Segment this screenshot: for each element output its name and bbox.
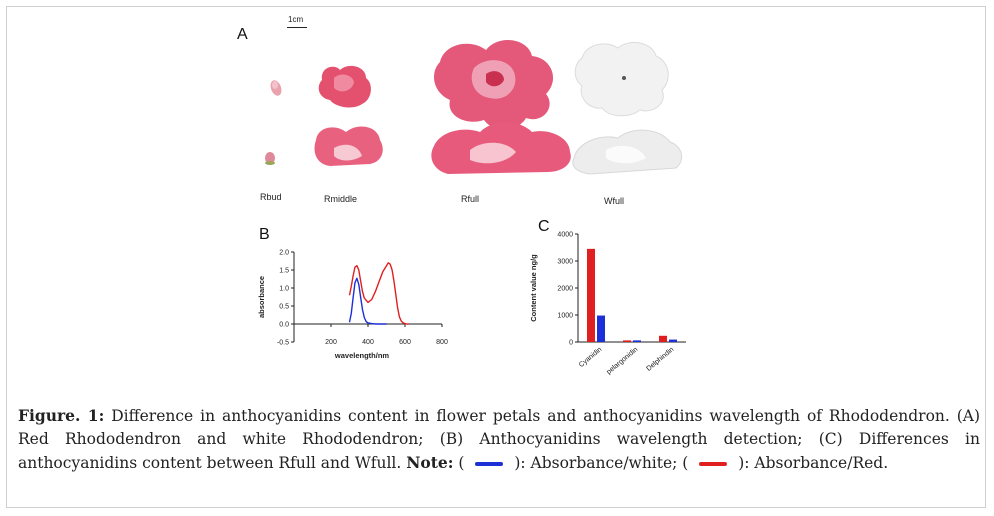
- y-tick-label: 2000: [557, 286, 573, 293]
- figure-caption: Figure. 1: Difference in anthocyanidins …: [18, 404, 980, 475]
- y-axis-label: Content value ng/g: [529, 254, 538, 322]
- y-tick-label: 1.5: [279, 268, 289, 275]
- x-tick-label: 600: [399, 339, 411, 346]
- x-axis-label: wavelength/nm: [334, 351, 390, 360]
- figure-frame: [6, 6, 986, 508]
- absorbance-line-chart: -0.5 0.0 0.5 1.0 1.5 2.0 200 400 600 800 wavelengt…: [257, 250, 448, 361]
- series-blue-line: [348, 277, 387, 325]
- y-tick-label: 0: [569, 340, 573, 347]
- panel-b-letter: B: [259, 226, 270, 243]
- bar-delphindin-red: [659, 335, 667, 342]
- content-bar-chart: 0 1000 2000 3000 4000 Content value ng/g Cyani…: [529, 232, 686, 376]
- y-tick-label: -0.5: [277, 340, 289, 347]
- bar-pelargonidin-blue: [633, 340, 641, 342]
- rfull-photo-side: [431, 122, 571, 174]
- rmiddle-photo-top: [318, 65, 371, 108]
- bar-cyanidin-red: [587, 248, 595, 342]
- legend-blue-line: [475, 462, 504, 466]
- caption-label: Figure. 1:: [18, 406, 105, 425]
- caption-legend-red: ): Absorbance/Red.: [733, 454, 889, 472]
- caption-legend-white: ): Absorbance/white; (: [509, 454, 694, 472]
- panel-a-letter: A: [237, 26, 248, 43]
- y-tick-label: 3000: [557, 259, 573, 266]
- series-red-line: [348, 262, 409, 325]
- label-rmiddle: Rmiddle: [324, 194, 358, 204]
- x-tick-label: 400: [362, 339, 374, 346]
- y-tick-label: 0.0: [279, 322, 289, 329]
- y-tick-label: 0.5: [279, 304, 289, 311]
- rbud-photo-side: [265, 152, 275, 165]
- flower-photos: [265, 39, 683, 175]
- bar-cyanidin-blue: [597, 315, 605, 342]
- bar-pelargonidin-red: [623, 340, 631, 342]
- y-tick-label: 2.0: [279, 250, 289, 257]
- wfull-photo-side: [572, 129, 683, 175]
- y-tick-label: 4000: [557, 232, 573, 239]
- category-label: Delphindin: [645, 346, 675, 373]
- scale-bar: [287, 27, 307, 28]
- scale-bar-label: 1cm: [288, 15, 304, 24]
- label-rbud: Rbud: [260, 192, 282, 202]
- panel-c-letter: C: [538, 218, 550, 235]
- wfull-photo-top: [574, 41, 669, 117]
- y-axis-label: absorbance: [257, 276, 266, 318]
- rfull-photo-top: [434, 39, 554, 130]
- rbud-photo-top: [270, 80, 282, 96]
- rmiddle-photo-side: [314, 126, 383, 166]
- caption-open-paren: (: [453, 454, 470, 472]
- category-label: Cyanidin: [578, 346, 603, 369]
- label-rfull: Rfull: [461, 194, 480, 204]
- x-tick-label: 200: [325, 339, 337, 346]
- caption-text: Difference in anthocyanidins content in …: [18, 407, 980, 472]
- caption-note-label: Note:: [406, 453, 454, 472]
- legend-red-line: [699, 462, 728, 466]
- category-label: pelargonidin: [606, 346, 640, 376]
- y-tick-label: 1000: [557, 313, 573, 320]
- bar-delphindin-blue: [669, 339, 677, 342]
- x-tick-label: 800: [436, 339, 448, 346]
- label-wfull: Wfull: [604, 196, 624, 206]
- y-tick-label: 1.0: [279, 286, 289, 293]
